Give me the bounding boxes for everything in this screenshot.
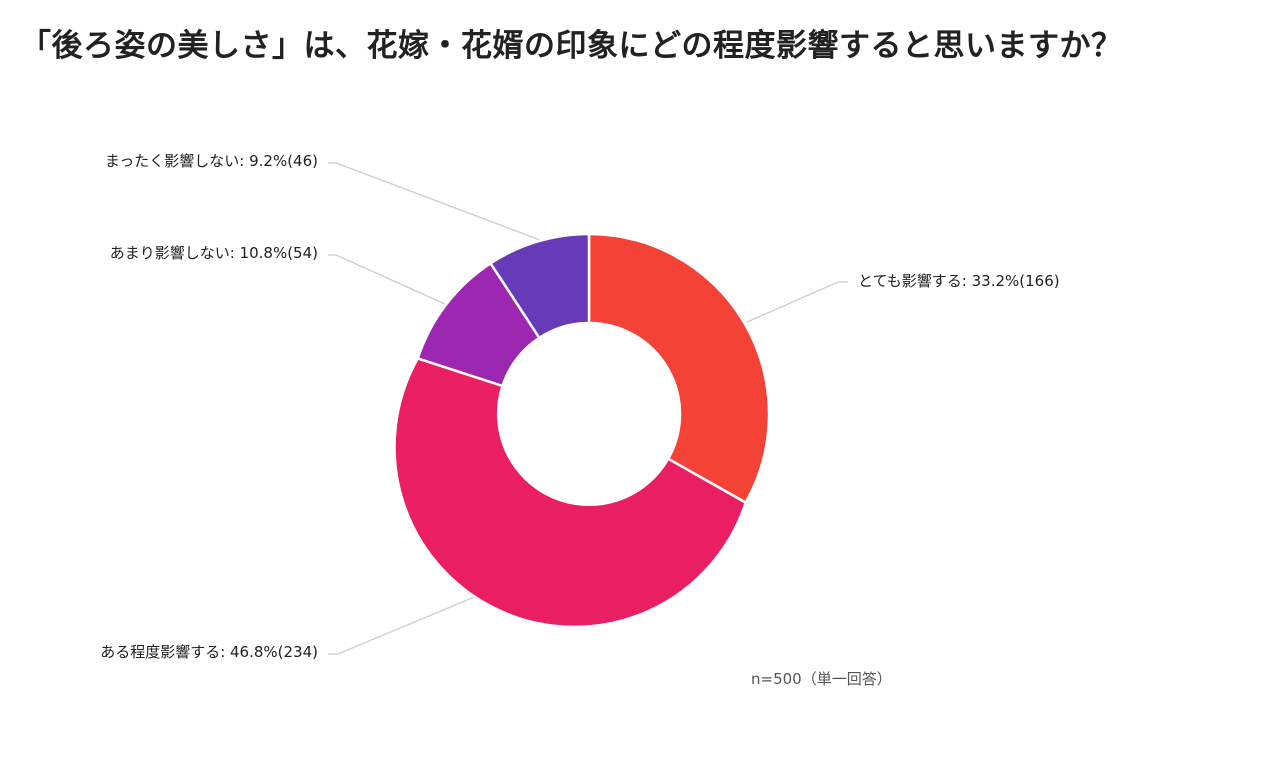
label-little: あまり影響しない: 10.8%(54)	[109, 244, 318, 262]
leader-line-somewhat	[328, 579, 516, 655]
donut-slices	[393, 232, 771, 629]
slice-somewhat[interactable]	[393, 357, 747, 629]
label-none: まったく影響しない: 9.2%(46)	[104, 152, 318, 170]
leader-line-very	[746, 281, 848, 323]
slice-none[interactable]	[489, 232, 591, 340]
label-very: とても影響する: 33.2%(166)	[858, 272, 1060, 290]
chart-title: 「後ろ姿の美しさ」は、花嫁・花婿の印象にどの程度影響すると思いますか？	[20, 28, 1123, 64]
sample-size-note: n=500（単一回答）	[751, 670, 892, 688]
leader-lines	[328, 162, 848, 655]
label-somewhat: ある程度影響する: 46.8%(234)	[100, 643, 318, 661]
leader-line-none	[328, 162, 541, 241]
slice-very[interactable]	[587, 232, 771, 504]
leader-line-little	[328, 254, 446, 305]
